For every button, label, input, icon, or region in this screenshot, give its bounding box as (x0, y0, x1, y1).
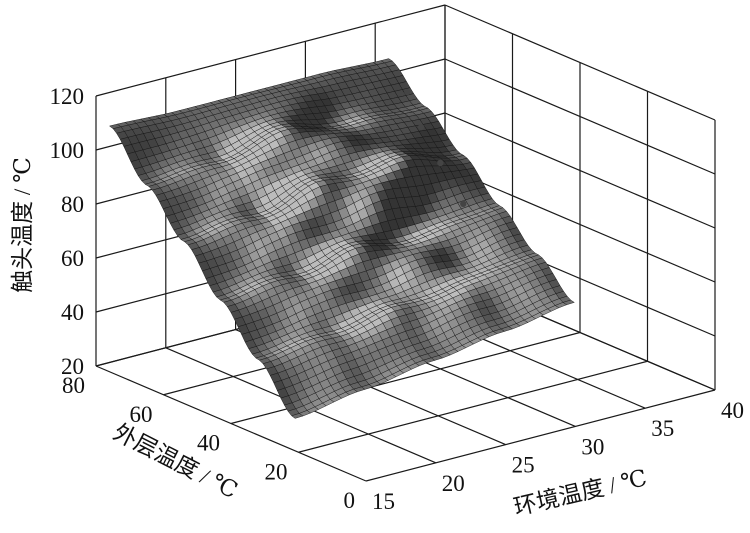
env-tick-label: 20 (442, 471, 465, 496)
data-point (437, 159, 444, 167)
data-point (404, 88, 411, 96)
data-point (417, 123, 425, 131)
z-tick-label: 120 (50, 84, 85, 109)
outer-tick-label: 60 (130, 402, 153, 427)
wall-gridline (444, 112, 716, 229)
floor-gridline (95, 365, 367, 482)
wall-gridline (95, 4, 446, 97)
env-tick-label: 25 (512, 453, 535, 478)
z-tick-label: 20 (61, 354, 84, 379)
z-tick-label: 100 (50, 138, 85, 163)
wall-gridline (444, 4, 716, 121)
z-axis-title: 触头温度 / ℃ (10, 157, 35, 293)
floor-gridline (298, 360, 648, 453)
outer-tick-label: 20 (265, 459, 288, 484)
data-points (404, 88, 467, 208)
env-tick-label: 35 (651, 416, 674, 441)
z-tick-label: 60 (61, 246, 84, 271)
outer-tick-label: 40 (197, 431, 220, 456)
surface (108, 58, 575, 419)
wall-gridline (444, 58, 716, 175)
env-tick-label: 15 (372, 489, 395, 514)
surface-cell (291, 413, 304, 419)
env-tick-label: 30 (581, 434, 604, 459)
z-tick-label: 80 (61, 192, 84, 217)
outer-tick-label: 80 (62, 373, 85, 398)
env-tick-label: 40 (721, 398, 744, 423)
outer-tick-label: 0 (344, 488, 356, 513)
data-point (460, 200, 467, 208)
floor-gridline (365, 389, 716, 482)
wall-gridline (444, 166, 716, 283)
z-tick-label: 40 (61, 300, 84, 325)
tick-labels: 20 40 60 80 100 120 0 20 40 60 80 15 20 25 30 35 40 (50, 84, 745, 514)
outer-axis-title: 外层温度 / ℃ (109, 419, 241, 503)
